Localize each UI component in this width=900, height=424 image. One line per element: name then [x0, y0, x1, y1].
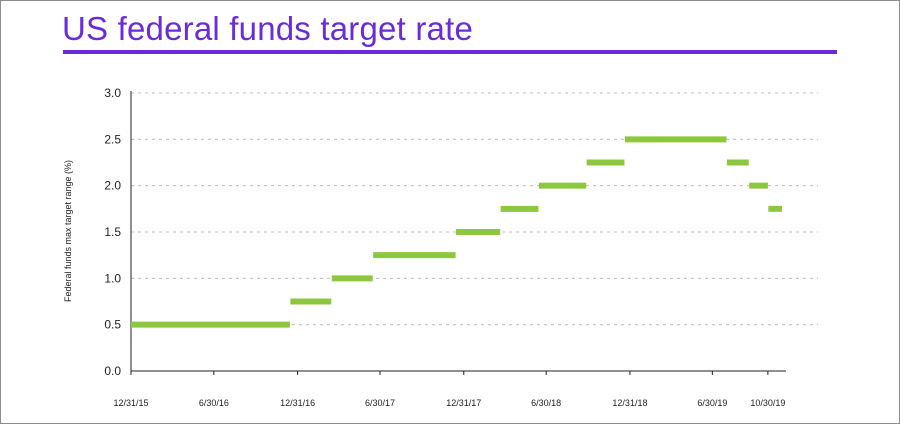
x-tick-label: 6/30/16	[199, 398, 229, 408]
y-tick-label: 1.0	[104, 271, 121, 285]
x-tick-label: 6/30/17	[365, 398, 395, 408]
title-underline	[63, 50, 837, 54]
y-tick-label: 0.0	[104, 364, 121, 378]
x-tick-label: 6/30/19	[697, 398, 727, 408]
x-tick-label: 12/31/16	[280, 398, 315, 408]
x-tick-label: 12/31/18	[612, 398, 647, 408]
y-tick-label: 0.5	[104, 318, 121, 332]
y-tick-labels: 0.0 0.5 1.0 1.5 2.0 2.5 3.0	[104, 86, 121, 378]
y-tick-label: 2.5	[104, 132, 121, 146]
x-tick-label: 12/31/17	[446, 398, 481, 408]
y-axis-label: Federal funds max target range (%)	[63, 160, 73, 302]
rate-segments	[131, 136, 782, 328]
x-tick-label: 12/31/15	[113, 398, 148, 408]
gridlines	[131, 92, 818, 326]
y-tick-label: 1.5	[104, 225, 121, 239]
x-tick-label: 10/30/19	[750, 398, 785, 408]
y-tick-label: 3.0	[104, 86, 121, 100]
chart-title: US federal funds target rate	[62, 10, 473, 47]
y-tick-label: 2.0	[104, 179, 121, 193]
x-tick-label: 6/30/18	[531, 398, 561, 408]
x-tick-labels: 12/31/15 6/30/16 12/31/16 6/30/17 12/31/17 6/…	[113, 398, 785, 408]
